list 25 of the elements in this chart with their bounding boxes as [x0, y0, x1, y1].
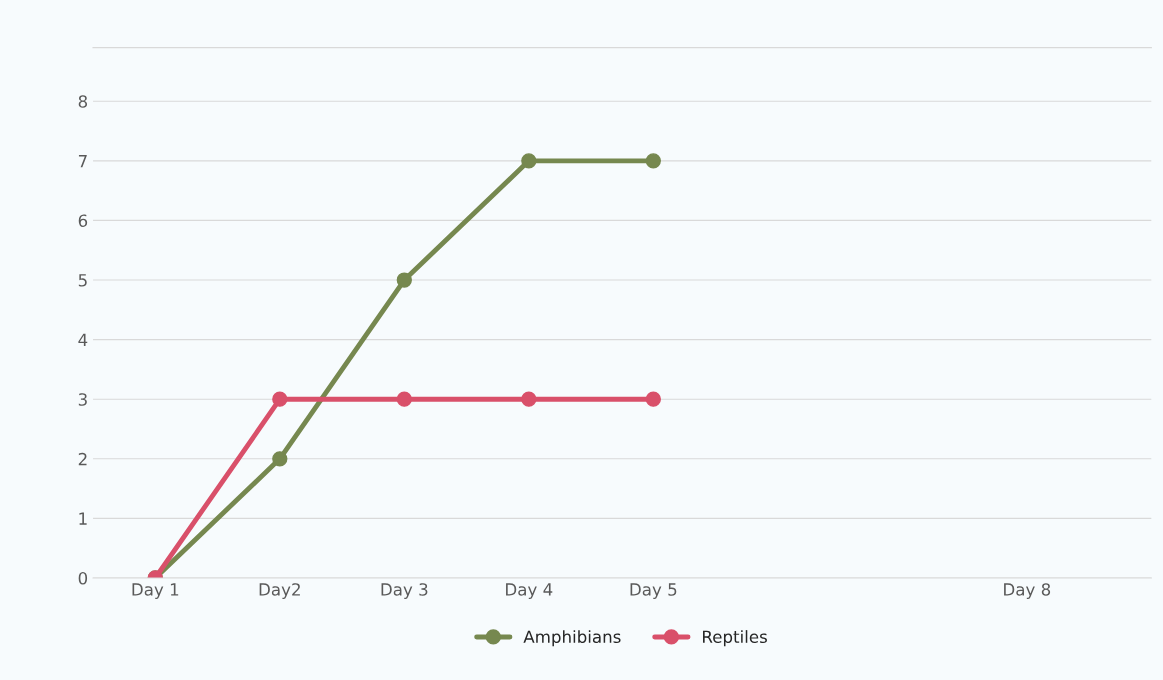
x-tick-label: Day 8	[1004, 583, 1051, 599]
x-tick-label: Day 4	[506, 583, 553, 599]
y-tick-label: 4	[78, 333, 88, 346]
y-tick-label: 1	[79, 512, 87, 525]
x-tick-label: Day 3	[381, 583, 428, 599]
point	[645, 391, 661, 407]
y-tick-label: 7	[78, 155, 87, 168]
x-tick-label: Day 1	[132, 583, 179, 599]
y-tick-label: 6	[78, 214, 88, 227]
y-tick-label: 8	[78, 95, 88, 108]
y-tick-label: 3	[78, 393, 87, 406]
point	[396, 391, 412, 407]
legend-label: Reptiles	[703, 630, 767, 647]
y-tick-label: 0	[78, 571, 88, 585]
point	[645, 153, 661, 169]
point	[521, 391, 537, 407]
y-tick-label: 5	[78, 274, 87, 287]
x-tick-label: Day 5	[630, 583, 677, 599]
point	[521, 153, 537, 169]
y-tick-label: 2	[78, 452, 87, 466]
x-tick-label: Day2	[259, 583, 300, 599]
legend-label: Amphibians	[523, 630, 621, 647]
point	[396, 272, 412, 288]
point	[272, 391, 288, 407]
point	[272, 451, 288, 467]
